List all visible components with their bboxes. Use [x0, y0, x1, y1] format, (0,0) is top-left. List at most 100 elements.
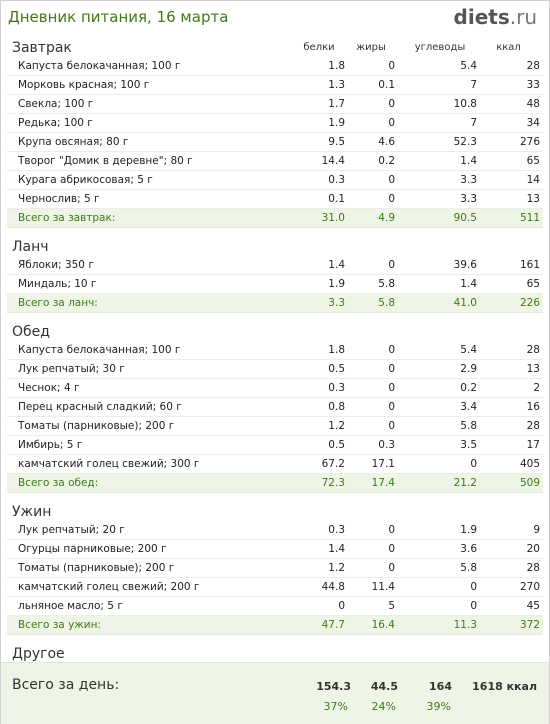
column-header-fat: жиры — [356, 42, 386, 53]
food-row: Томаты (парниковые); 200 г 1.2 0 5.8 28 — [7, 417, 543, 436]
meal-section: Обед Капуста белокачанная; 100 г 1.8 0 5.4 28… — [1, 321, 549, 501]
kcal-value: 48 — [526, 98, 540, 110]
protein-value: 1.9 — [328, 278, 345, 290]
carbs-value: 5.8 — [460, 420, 477, 432]
food-row: Капуста белокачанная; 100 г 1.8 0 5.4 28 — [7, 57, 543, 76]
protein-value: 1.8 — [328, 60, 345, 72]
meal-sections: Завтрак белки жиры углеводы ккал Капуста бело… — [1, 37, 549, 690]
food-name: Чернослив; 5 г — [18, 193, 100, 205]
meal-section: Ланч Яблоки; 350 г 1.4 0 39.6 161 Миндаль; 10 … — [1, 236, 549, 321]
fat-value: 4.6 — [378, 136, 395, 148]
carbs-value: 5.4 — [460, 60, 477, 72]
logo-tld: .ru — [509, 5, 537, 29]
kcal-value: 45 — [526, 600, 540, 612]
protein-value: 67.2 — [321, 458, 345, 470]
kcal-value: 9 — [533, 524, 540, 536]
section-total-row: Всего за ланч: 3.3 5.8 41.0 226 — [7, 294, 543, 313]
day-total: Всего за день: 154.3 44.5 164 1618 ккал … — [1, 662, 549, 724]
section-header: Обед — [1, 321, 549, 341]
food-name: Свекла; 100 г — [18, 98, 94, 110]
carbs-value: 1.4 — [460, 278, 477, 290]
carbs-value: 0 — [470, 600, 477, 612]
site-logo[interactable]: diets.ru — [454, 5, 537, 29]
protein-value: 1.2 — [328, 420, 345, 432]
carbs-value: 0 — [470, 581, 477, 593]
food-row: Миндаль; 10 г 1.9 5.8 1.4 65 — [7, 275, 543, 294]
fat-value: 16.4 — [371, 619, 395, 631]
section-gap — [1, 313, 549, 321]
food-row: Курага абрикосовая; 5 г 0.3 0 3.3 14 — [7, 171, 543, 190]
kcal-value: 28 — [526, 420, 540, 432]
protein-value: 1.4 — [328, 259, 345, 271]
fat-value: 5.8 — [378, 297, 395, 309]
day-carbs-percent: 39% — [426, 700, 451, 713]
carbs-value: 5.8 — [460, 562, 477, 574]
food-name: Томаты (парниковые); 200 г — [18, 562, 175, 574]
protein-value: 3.3 — [328, 297, 345, 309]
food-name: Курага абрикосовая; 5 г — [18, 174, 153, 186]
protein-value: 44.8 — [321, 581, 345, 593]
carbs-value: 5.4 — [460, 344, 477, 356]
meal-section: Завтрак белки жиры углеводы ккал Капуста бело… — [1, 37, 549, 236]
food-name: Лук репчатый; 30 г — [18, 363, 125, 375]
food-name: Морковь красная; 100 г — [18, 79, 150, 91]
header: Дневник питания, 16 марта diets.ru — [1, 1, 549, 37]
food-name: камчатский голец свежий; 300 г — [18, 458, 200, 470]
food-row: Яблоки; 350 г 1.4 0 39.6 161 — [7, 256, 543, 275]
carbs-value: 1.9 — [460, 524, 477, 536]
fat-value: 0 — [388, 98, 395, 110]
kcal-value: 13 — [526, 363, 540, 375]
protein-value: 72.3 — [321, 477, 345, 489]
carbs-value: 0 — [470, 458, 477, 470]
carbs-value: 0.2 — [460, 382, 477, 394]
food-name: Перец красный сладкий; 60 г — [18, 401, 182, 413]
fat-value: 0 — [388, 193, 395, 205]
food-row: Томаты (парниковые); 200 г 1.2 0 5.8 28 — [7, 559, 543, 578]
food-name: Томаты (парниковые); 200 г — [18, 420, 175, 432]
fat-value: 0 — [388, 363, 395, 375]
fat-value: 0.1 — [378, 79, 395, 91]
kcal-value: 16 — [526, 401, 540, 413]
food-row: Редька; 100 г 1.9 0 7 34 — [7, 114, 543, 133]
food-name: льняное масло; 5 г — [18, 600, 123, 612]
food-name: Яблоки; 350 г — [18, 259, 94, 271]
kcal-value: 226 — [519, 297, 540, 309]
kcal-value: 511 — [519, 212, 540, 224]
food-name: Имбирь; 5 г — [18, 439, 83, 451]
kcal-value: 276 — [519, 136, 540, 148]
section-gap — [1, 635, 549, 643]
fat-value: 0 — [388, 174, 395, 186]
protein-value: 1.2 — [328, 562, 345, 574]
section-total-row: Всего за ужин: 47.7 16.4 11.3 372 — [7, 616, 543, 635]
column-header-carbs: углеводы — [414, 42, 466, 53]
kcal-value: 65 — [526, 155, 540, 167]
protein-value: 0.8 — [328, 401, 345, 413]
food-row: Перец красный сладкий; 60 г 0.8 0 3.4 16 — [7, 398, 543, 417]
fat-value: 0.2 — [378, 155, 395, 167]
section-title: Ланч — [12, 239, 49, 255]
protein-value: 31.0 — [321, 212, 345, 224]
fat-value: 17.1 — [371, 458, 395, 470]
kcal-value: 28 — [526, 562, 540, 574]
section-gap — [1, 228, 549, 236]
section-header: Завтрак белки жиры углеводы ккал — [1, 37, 549, 57]
kcal-value: 509 — [519, 477, 540, 489]
carbs-value: 2.9 — [460, 363, 477, 375]
protein-value: 0.5 — [328, 363, 345, 375]
food-row: Огурцы парниковые; 200 г 1.4 0 3.6 20 — [7, 540, 543, 559]
food-row: Чернослив; 5 г 0.1 0 3.3 13 — [7, 190, 543, 209]
food-name: Редька; 100 г — [18, 117, 93, 129]
food-row: камчатский голец свежий; 200 г 44.8 11.4 0 2… — [7, 578, 543, 597]
food-name: камчатский голец свежий; 200 г — [18, 581, 200, 593]
day-fat-percent: 24% — [371, 700, 396, 713]
food-row: Крупа овсяная; 80 г 9.5 4.6 52.3 276 — [7, 133, 543, 152]
kcal-value: 14 — [526, 174, 540, 186]
day-total-protein: 154.3 — [316, 680, 351, 693]
day-total-kcal: 1618 ккал — [472, 680, 537, 693]
kcal-value: 33 — [526, 79, 540, 91]
food-name: Огурцы парниковые; 200 г — [18, 543, 167, 555]
food-name: Миндаль; 10 г — [18, 278, 97, 290]
section-title: Обед — [12, 324, 50, 340]
protein-value: 1.3 — [328, 79, 345, 91]
fat-value: 0 — [388, 117, 395, 129]
